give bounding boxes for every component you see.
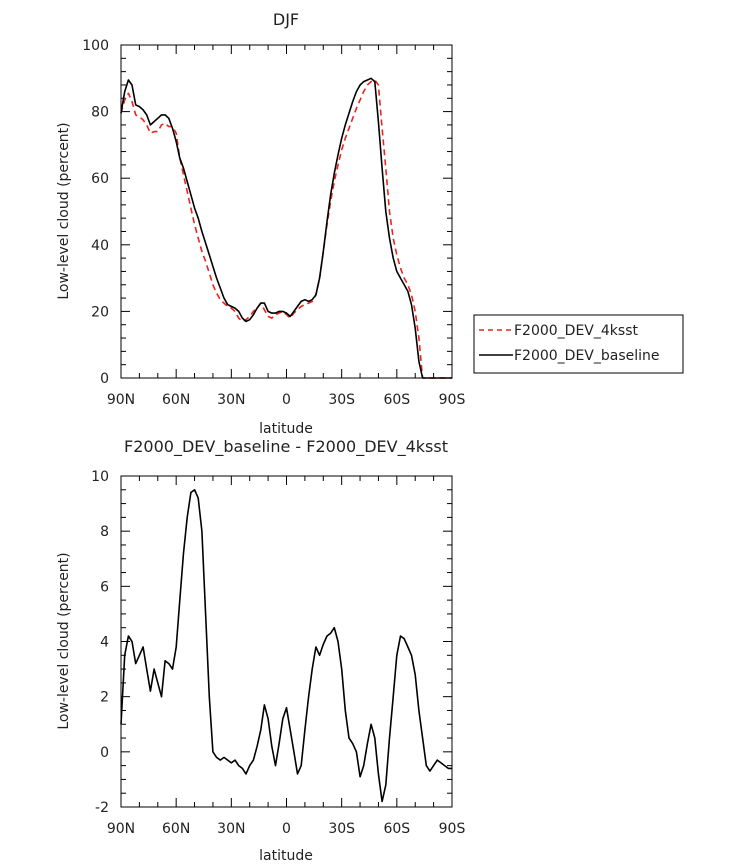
- bottom-ytick-label-0: -2: [95, 800, 109, 816]
- bottom-ytick-label-6: 10: [91, 469, 109, 485]
- bottom-series-line-0: [120, 488, 452, 803]
- top-panel: DJF 0 20 40 60 80 100 90N 60N 30N 0 30S 60S 90S lati…: [56, 10, 465, 437]
- top-plot-frame: [120, 44, 453, 379]
- top-series-lines: [120, 77, 452, 379]
- top-ytick-label-5: 100: [82, 38, 109, 54]
- bottom-ytick-label-4: 6: [100, 579, 109, 595]
- legend: F2000_DEV_4ksst F2000_DEV_baseline: [473, 314, 684, 374]
- top-axis-ticks: 0 20 40 60 80 100 90N 60N 30N 0 30S 60S 90S: [82, 38, 465, 408]
- legend-entry-4ksst: F2000_DEV_4ksst: [514, 323, 638, 339]
- bottom-panel: F2000_DEV_baseline - F2000_DEV_4ksst -2 0…: [56, 437, 465, 864]
- top-xtick-label-1: 60N: [162, 392, 190, 408]
- top-ytick-label-3: 60: [91, 171, 109, 187]
- top-xtick-label-2: 30N: [217, 392, 245, 408]
- bottom-xtick-label-4: 30S: [328, 821, 355, 837]
- bottom-xtick-label-0: 90N: [107, 821, 135, 837]
- top-xtick-label-0: 90N: [107, 392, 135, 408]
- top-series-line-0: [120, 79, 452, 379]
- bottom-ytick-label-5: 8: [100, 524, 109, 540]
- top-x-axis-label: latitude: [259, 421, 313, 437]
- top-chart-title: DJF: [273, 10, 299, 29]
- bottom-ytick-label-3: 4: [100, 635, 109, 651]
- top-ytick-label-1: 20: [91, 304, 109, 320]
- bottom-ytick-label-2: 2: [100, 690, 109, 706]
- legend-entry-baseline: F2000_DEV_baseline: [514, 348, 660, 364]
- bottom-xtick-label-5: 60S: [383, 821, 410, 837]
- legend-box: [473, 314, 684, 374]
- bottom-plot-frame: [120, 475, 453, 808]
- bottom-xtick-label-6: 90S: [439, 821, 466, 837]
- bottom-y-axis-label: Low-level cloud (percent): [56, 552, 72, 729]
- bottom-xtick-label-3: 0: [282, 821, 291, 837]
- bottom-xtick-label-2: 30N: [217, 821, 245, 837]
- bottom-xtick-label-1: 60N: [162, 821, 190, 837]
- bottom-series-lines: [120, 488, 452, 803]
- top-xtick-label-5: 60S: [383, 392, 410, 408]
- top-xtick-label-3: 0: [282, 392, 291, 408]
- bottom-x-axis-label: latitude: [259, 848, 313, 864]
- top-ytick-label-2: 40: [91, 238, 109, 254]
- top-xtick-label-4: 30S: [328, 392, 355, 408]
- top-series-line-1: [120, 77, 452, 379]
- top-y-axis-label: Low-level cloud (percent): [56, 122, 72, 299]
- bottom-chart-title: F2000_DEV_baseline - F2000_DEV_4ksst: [124, 437, 448, 457]
- bottom-axis-ticks: -2 0 2 4 6 8 10 90N 60N 30N 0 30S 60S 90S: [91, 469, 465, 837]
- top-ytick-label-0: 0: [100, 371, 109, 387]
- top-xtick-label-6: 90S: [439, 392, 466, 408]
- bottom-ytick-label-1: 0: [100, 745, 109, 761]
- top-ytick-label-4: 80: [91, 105, 109, 121]
